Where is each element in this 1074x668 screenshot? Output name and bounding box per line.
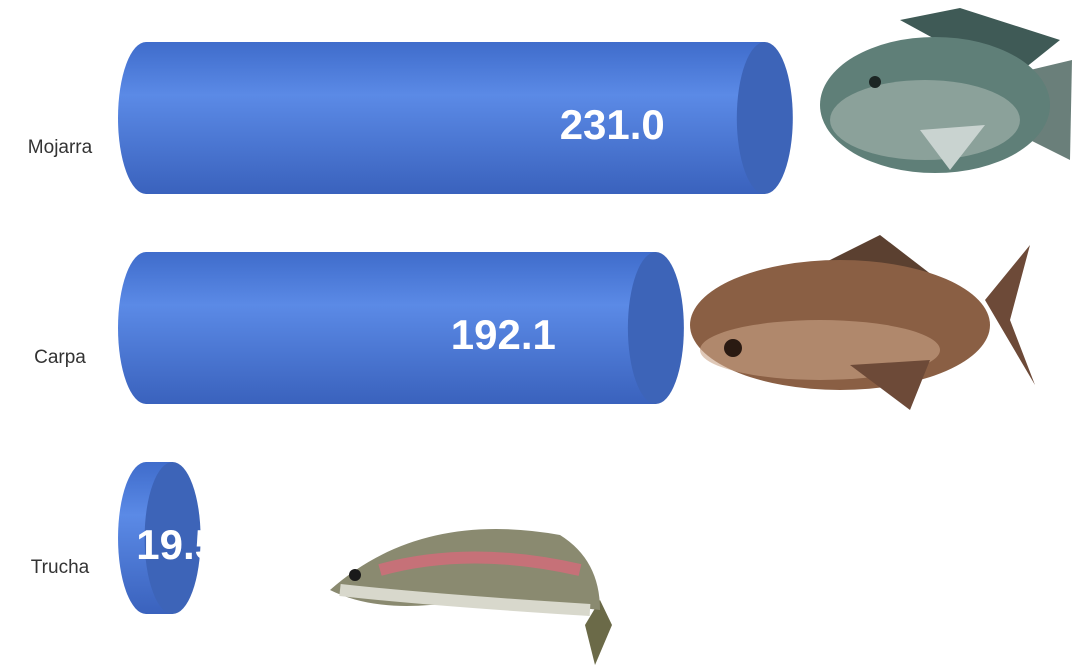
value-label: 231.0 bbox=[560, 101, 665, 148]
fish-carp bbox=[690, 235, 1035, 410]
bar-cap bbox=[627, 252, 684, 404]
bar-cap bbox=[736, 42, 793, 194]
fish-tilapia bbox=[820, 8, 1072, 173]
category-label: Carpa bbox=[34, 347, 86, 368]
fish-trout bbox=[330, 529, 612, 665]
category-label: Mojarra bbox=[28, 137, 93, 158]
bar bbox=[118, 252, 656, 404]
bar-cap bbox=[144, 462, 201, 614]
category-label: Trucha bbox=[31, 557, 90, 578]
value-label: 19.5 bbox=[136, 521, 218, 568]
value-label: 192.1 bbox=[451, 311, 556, 358]
bar bbox=[118, 42, 765, 194]
